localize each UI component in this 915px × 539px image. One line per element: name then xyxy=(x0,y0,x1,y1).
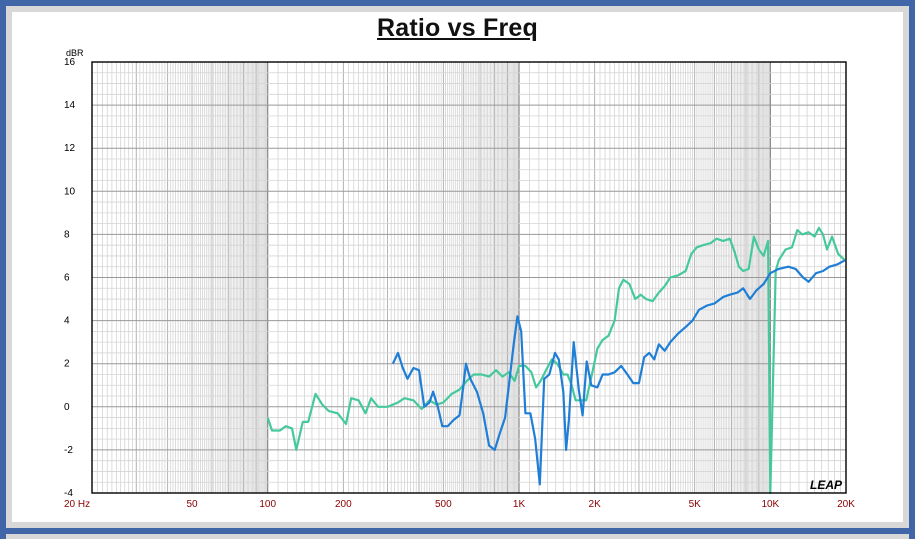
y-tick-label: 0 xyxy=(64,402,70,413)
leap-logo: LEAP xyxy=(810,478,843,492)
x-tick-label: 20 Hz xyxy=(64,499,90,510)
x-tick-label: 20K xyxy=(837,499,855,510)
y-tick-label: 6 xyxy=(64,273,70,284)
y-tick-label: 10 xyxy=(64,186,76,197)
x-tick-label: 10K xyxy=(761,499,779,510)
window-border-right xyxy=(909,0,915,539)
y-tick-label: 14 xyxy=(64,100,76,111)
plot-border xyxy=(91,61,847,494)
window-border-bottom xyxy=(0,528,915,534)
window-border-top xyxy=(0,0,915,6)
x-tick-label: 2K xyxy=(589,499,602,510)
y-tick-label: 2 xyxy=(64,359,70,370)
series-layer xyxy=(266,226,846,495)
grid xyxy=(91,61,847,494)
x-tick-label: 5K xyxy=(689,499,702,510)
x-tick-label: 50 xyxy=(186,499,198,510)
y-tick-label: 8 xyxy=(64,229,70,240)
y-tick-label: -2 xyxy=(64,445,73,456)
y-axis-unit: dBR xyxy=(66,48,84,58)
y-tick-label: 16 xyxy=(64,57,76,68)
x-tick-label: 100 xyxy=(259,499,276,510)
x-tick-label: 1K xyxy=(513,499,526,510)
x-tick-label: 500 xyxy=(435,499,452,510)
y-tick-label: -4 xyxy=(64,488,73,499)
x-tick-label: 200 xyxy=(335,499,352,510)
y-tick-label: 12 xyxy=(64,143,76,154)
series-line-2 xyxy=(391,259,846,486)
chart-title: Ratio vs Freq xyxy=(377,14,538,42)
y-tick-label: 4 xyxy=(64,316,70,327)
window-border-left xyxy=(0,0,6,539)
